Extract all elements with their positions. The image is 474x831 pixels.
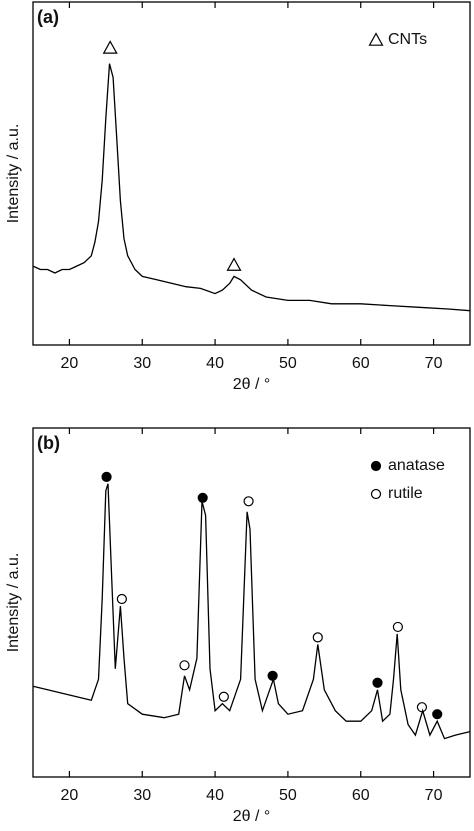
x-tick-label: 70	[425, 787, 443, 804]
legend-marker	[370, 460, 382, 472]
marker-circle	[312, 632, 323, 643]
x-axis-label: 2θ / °	[233, 376, 271, 393]
marker-circle	[101, 471, 112, 482]
x-tick-label: 70	[425, 355, 443, 372]
plot-frame	[32, 427, 471, 778]
marker-circle	[267, 670, 278, 681]
marker-circle	[116, 593, 127, 605]
legend-label: rutile	[388, 485, 423, 502]
marker-triangle	[226, 257, 242, 271]
marker-circle	[243, 496, 254, 507]
marker-circle	[197, 492, 208, 503]
x-tick-label: 20	[61, 355, 79, 372]
panel-label: (a)	[37, 7, 59, 27]
x-axis-label: 2θ / °	[233, 808, 271, 825]
marker-circle	[218, 691, 229, 702]
marker-circle	[179, 660, 190, 671]
marker-circle	[372, 677, 383, 688]
x-tick-label: 30	[133, 355, 151, 372]
legend-label: CNTs	[388, 31, 427, 48]
legend-label: anatase	[388, 457, 445, 474]
x-tick-label: 60	[352, 355, 370, 372]
x-tick-label: 50	[279, 787, 297, 804]
legend-marker	[370, 488, 382, 500]
panel-label: (b)	[37, 433, 60, 453]
y-axis-label: Intensity / a.u.	[5, 553, 22, 653]
marker-circle	[416, 702, 428, 713]
data-line	[32, 63, 471, 312]
marker-circle	[392, 621, 403, 633]
plot-frame	[32, 1, 471, 346]
x-tick-label: 40	[206, 355, 224, 372]
x-tick-label: 40	[206, 787, 224, 804]
x-tick-label: 30	[133, 787, 151, 804]
marker-triangle	[102, 40, 118, 54]
data-line	[32, 483, 471, 740]
legend-marker	[368, 32, 384, 46]
y-axis-label: Intensity / a.u.	[5, 124, 22, 224]
x-tick-label: 60	[352, 787, 370, 804]
x-tick-label: 50	[279, 355, 297, 372]
x-tick-label: 20	[61, 787, 79, 804]
marker-circle	[432, 709, 443, 720]
